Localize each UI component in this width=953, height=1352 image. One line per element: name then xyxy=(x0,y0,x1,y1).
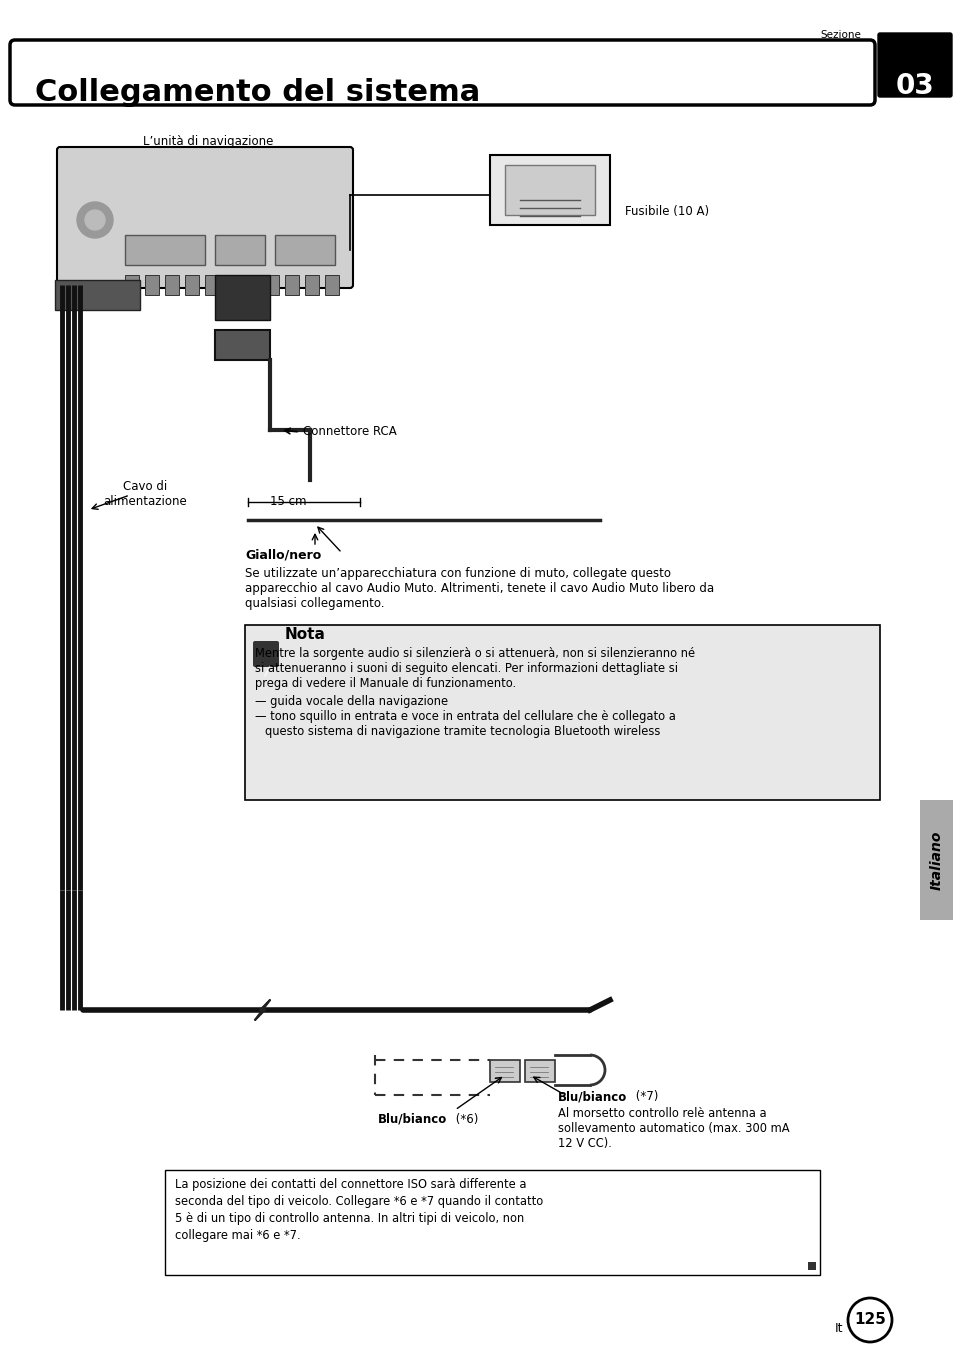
FancyBboxPatch shape xyxy=(57,147,353,288)
Bar xyxy=(225,274,239,295)
Text: sollevamento automatico (max. 300 mA: sollevamento automatico (max. 300 mA xyxy=(558,1122,789,1134)
Bar xyxy=(214,235,265,265)
Bar xyxy=(325,274,338,295)
Bar xyxy=(55,280,140,310)
Text: /: / xyxy=(263,662,268,677)
Text: (*6): (*6) xyxy=(452,1113,477,1126)
Text: Blu/bianco: Blu/bianco xyxy=(377,1113,447,1126)
Bar xyxy=(305,274,318,295)
FancyBboxPatch shape xyxy=(10,41,874,105)
Text: 03: 03 xyxy=(895,72,933,100)
Bar xyxy=(285,274,298,295)
Bar xyxy=(807,1261,815,1270)
Bar xyxy=(919,800,953,919)
Bar xyxy=(524,1060,555,1082)
Bar xyxy=(504,165,595,215)
Text: — tono squillo in entrata e voce in entrata del cellulare che è collegato a: — tono squillo in entrata e voce in entr… xyxy=(254,710,675,723)
Text: La posizione dei contatti del connettore ISO sarà differente a: La posizione dei contatti del connettore… xyxy=(174,1178,526,1191)
Text: Cavo di: Cavo di xyxy=(123,480,167,493)
Bar xyxy=(265,274,278,295)
Text: L’unità di navigazione: L’unità di navigazione xyxy=(143,135,274,147)
Text: 12 V CC).: 12 V CC). xyxy=(558,1137,611,1151)
Circle shape xyxy=(847,1298,891,1343)
FancyBboxPatch shape xyxy=(245,625,879,800)
Text: Giallo/nero: Giallo/nero xyxy=(245,548,321,561)
Text: Collegamento del sistema: Collegamento del sistema xyxy=(35,78,479,107)
Circle shape xyxy=(85,210,105,230)
Text: alimentazione: alimentazione xyxy=(103,495,187,508)
Bar xyxy=(205,274,219,295)
Text: prega di vedere il Manuale di funzionamento.: prega di vedere il Manuale di funzioname… xyxy=(254,677,516,690)
Bar xyxy=(214,330,270,360)
Circle shape xyxy=(77,201,112,238)
FancyBboxPatch shape xyxy=(253,641,278,667)
FancyBboxPatch shape xyxy=(165,1169,820,1275)
Text: (*7): (*7) xyxy=(631,1090,658,1103)
Text: 125: 125 xyxy=(853,1313,885,1328)
Text: Fusibile (10 A): Fusibile (10 A) xyxy=(624,206,708,218)
Text: Sezione: Sezione xyxy=(820,30,860,41)
Text: Italiano: Italiano xyxy=(929,830,943,890)
Text: 5 è di un tipo di controllo antenna. In altri tipi di veicolo, non: 5 è di un tipo di controllo antenna. In … xyxy=(174,1211,524,1225)
Text: Blu/bianco: Blu/bianco xyxy=(558,1090,626,1103)
Text: 15 cm: 15 cm xyxy=(270,495,306,508)
Bar xyxy=(214,274,270,320)
Text: It: It xyxy=(834,1322,842,1334)
Bar xyxy=(245,274,258,295)
Bar xyxy=(125,274,139,295)
Text: Al morsetto controllo relè antenna a: Al morsetto controllo relè antenna a xyxy=(558,1107,766,1119)
Bar xyxy=(145,274,159,295)
Text: Mentre la sorgente audio si silenzierà o si attenuerà, non si silenzieranno né: Mentre la sorgente audio si silenzierà o… xyxy=(254,648,695,660)
Text: collegare mai *6 e *7.: collegare mai *6 e *7. xyxy=(174,1229,300,1242)
Bar xyxy=(490,1060,519,1082)
Bar xyxy=(125,235,205,265)
Text: si attenueranno i suoni di seguito elencati. Per informazioni dettagliate si: si attenueranno i suoni di seguito elenc… xyxy=(254,662,678,675)
Text: questo sistema di navigazione tramite tecnologia Bluetooth wireless: questo sistema di navigazione tramite te… xyxy=(265,725,659,738)
Bar xyxy=(165,274,179,295)
Text: Se utilizzate un’apparecchiatura con funzione di muto, collegate questo
apparecc: Se utilizzate un’apparecchiatura con fun… xyxy=(245,566,714,610)
Text: seconda del tipo di veicolo. Collegare *6 e *7 quando il contatto: seconda del tipo di veicolo. Collegare *… xyxy=(174,1195,542,1207)
FancyBboxPatch shape xyxy=(877,32,951,97)
Bar xyxy=(490,155,609,224)
Bar xyxy=(185,274,199,295)
Text: Nota: Nota xyxy=(285,627,326,642)
Text: — guida vocale della navigazione: — guida vocale della navigazione xyxy=(254,695,448,708)
Text: Connettore RCA: Connettore RCA xyxy=(303,425,396,438)
Bar xyxy=(274,235,335,265)
